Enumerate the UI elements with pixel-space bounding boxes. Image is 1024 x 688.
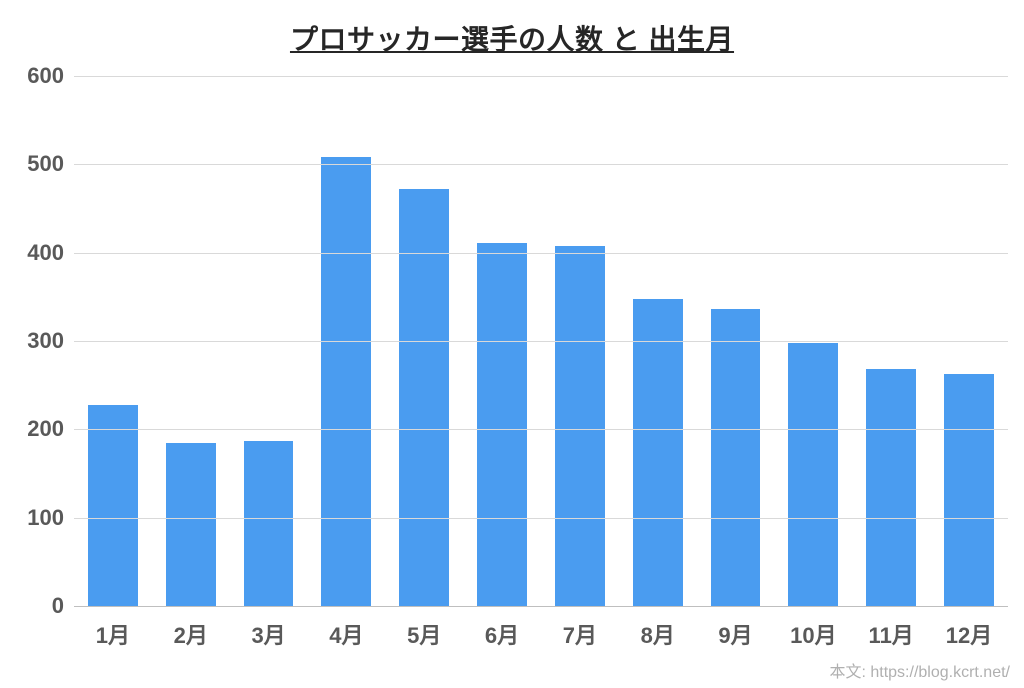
x-tick-label: 5月 bbox=[407, 606, 441, 650]
bar bbox=[711, 309, 761, 606]
x-tick-label: 4月 bbox=[329, 606, 363, 650]
y-tick-label: 100 bbox=[27, 505, 74, 531]
x-tick-label: 11月 bbox=[869, 606, 914, 650]
source-text: 本文: https://blog.kcrt.net/ bbox=[829, 658, 1010, 682]
x-tick-label: 6月 bbox=[485, 606, 519, 650]
x-tick-label: 8月 bbox=[641, 606, 675, 650]
x-tick-label: 9月 bbox=[718, 606, 752, 650]
x-tick-label: 10月 bbox=[790, 606, 836, 650]
y-tick-label: 600 bbox=[27, 63, 74, 89]
x-tick-label: 2月 bbox=[174, 606, 208, 650]
y-tick-label: 500 bbox=[27, 151, 74, 177]
x-tick-label: 1月 bbox=[96, 606, 130, 650]
gridline bbox=[74, 429, 1008, 430]
gridline bbox=[74, 341, 1008, 342]
x-tick-label: 12月 bbox=[946, 606, 992, 650]
bar bbox=[399, 189, 449, 606]
gridline bbox=[74, 518, 1008, 519]
bar bbox=[166, 443, 216, 606]
gridline bbox=[74, 253, 1008, 254]
bar bbox=[321, 157, 371, 606]
y-tick-label: 400 bbox=[27, 240, 74, 266]
bar bbox=[944, 374, 994, 606]
chart-title: プロサッカー選手の人数 と 出生月 bbox=[0, 18, 1024, 58]
y-tick-label: 200 bbox=[27, 416, 74, 442]
gridline bbox=[74, 164, 1008, 165]
bar bbox=[477, 243, 527, 606]
bar bbox=[633, 299, 683, 606]
bar bbox=[555, 246, 605, 606]
bar bbox=[244, 441, 294, 606]
bar bbox=[788, 343, 838, 606]
y-tick-label: 300 bbox=[27, 328, 74, 354]
chart-container: プロサッカー選手の人数 と 出生月 1月2月3月4月5月6月7月8月9月10月1… bbox=[0, 0, 1024, 688]
x-tick-label: 3月 bbox=[251, 606, 285, 650]
bar bbox=[866, 369, 916, 606]
plot-area: 1月2月3月4月5月6月7月8月9月10月11月12月 010020030040… bbox=[74, 76, 1008, 606]
x-tick-label: 7月 bbox=[563, 606, 597, 650]
gridline bbox=[74, 606, 1008, 607]
y-tick-label: 0 bbox=[52, 593, 74, 619]
gridline bbox=[74, 76, 1008, 77]
bar bbox=[88, 405, 138, 606]
